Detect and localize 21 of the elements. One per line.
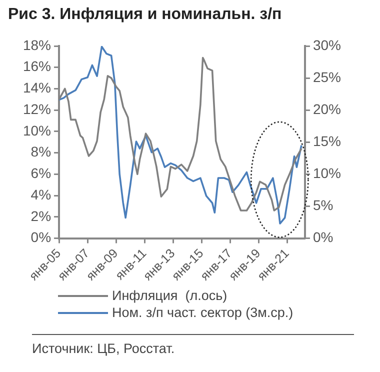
legend-label: Ном. з/п част. сектор (3м.ср.): [112, 305, 294, 320]
y-tick-label: 12%: [22, 100, 52, 117]
y-tick-label: 10%: [22, 122, 52, 138]
y-tick-label: 16%: [22, 58, 52, 74]
y-tick-label: 6%: [30, 165, 52, 182]
y-tick-label: 8%: [30, 144, 52, 160]
y2-tick-label: 10%: [312, 165, 342, 182]
y2-tick-label: 15%: [312, 132, 342, 149]
y2-tick-label: 30%: [312, 36, 342, 53]
y-tick-label: 0%: [30, 229, 52, 246]
y-tick-label: 14%: [22, 80, 52, 96]
y-tick-label: 2%: [30, 208, 52, 224]
legend-label: Инфляция (л.ось): [112, 288, 228, 303]
y2-tick-label: 25%: [312, 68, 342, 85]
y2-tick-label: 0%: [312, 229, 334, 246]
text: Источник: ЦБ, Росстат.: [32, 341, 175, 356]
y-tick-label: 4%: [30, 186, 52, 202]
chart-title: Рис 3. Инфляция и номинальн. з/п: [8, 6, 282, 24]
y2-tick-label: 5%: [312, 197, 334, 214]
y-tick-label: 18%: [22, 36, 52, 53]
y2-tick-label: 20%: [312, 100, 342, 117]
